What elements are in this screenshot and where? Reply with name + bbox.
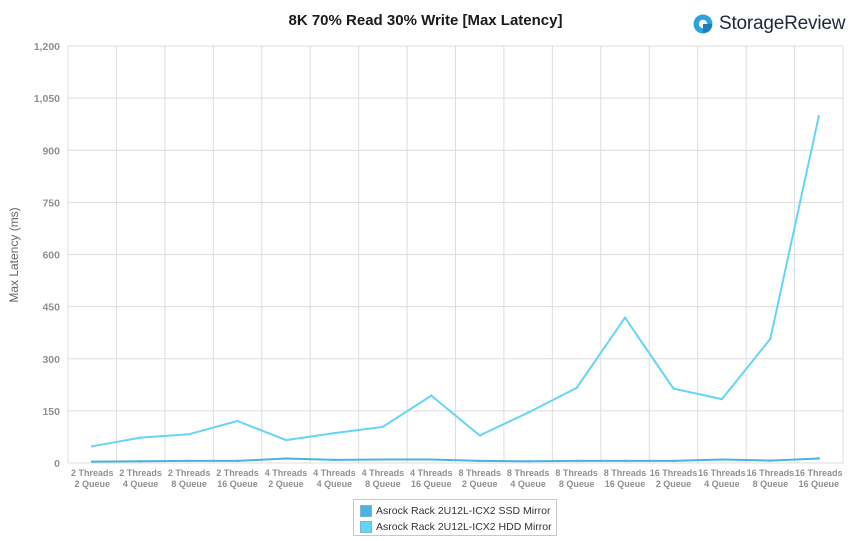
x-tick-label: 8 Threads 16 Queue <box>604 468 647 489</box>
x-tick-label: 4 Threads 4 Queue <box>313 468 356 489</box>
chart-title: 8K 70% Read 30% Write [Max Latency] <box>288 12 563 29</box>
data-point-ssd[interactable] <box>720 458 724 461</box>
latency-line-chart: 0 150 300 450 600 750 900 1,050 1,200 2 Threads 2… <box>7 41 844 489</box>
data-point-ssd[interactable] <box>478 459 481 463</box>
legend-label-hdd: Asrock Rack 2U12L-ICX2 HDD Mirror <box>376 521 552 533</box>
x-tick-label: 16 Threads 2 Queue <box>650 468 698 489</box>
x-tick-label: 8 Threads 2 Queue <box>458 468 501 489</box>
legend-item-ssd[interactable]: Asrock Rack 2U12L-ICX2 SSD Mirror <box>360 503 556 519</box>
data-point-ssd[interactable] <box>430 458 433 461</box>
y-axis-label: Max Latency (ms) <box>7 207 21 302</box>
data-point-ssd[interactable] <box>187 459 191 463</box>
data-point-hdd[interactable] <box>91 445 94 448</box>
data-point-hdd[interactable] <box>769 337 772 341</box>
legend-item-hdd[interactable]: Asrock Rack 2U12L-ICX2 HDD Mirror <box>360 519 556 535</box>
x-tick-label: 2 Threads 8 Queue <box>168 468 211 489</box>
series-line-hdd <box>92 115 820 448</box>
y-tick-label: 1,050 <box>34 93 60 105</box>
data-point-ssd[interactable] <box>333 458 336 462</box>
brand-name: StorageReview <box>719 13 846 34</box>
data-point-hdd[interactable] <box>430 394 433 397</box>
data-point-hdd[interactable] <box>672 387 675 390</box>
x-tick-label: 4 Threads 8 Queue <box>362 468 405 489</box>
x-tick-label: 8 Threads 4 Queue <box>507 468 550 489</box>
data-point-hdd[interactable] <box>187 432 191 436</box>
data-point-ssd[interactable] <box>139 460 142 463</box>
x-tick-label: 16 Threads 8 Queue <box>747 468 795 489</box>
data-point-hdd[interactable] <box>139 436 142 439</box>
data-point-hdd[interactable] <box>575 386 578 390</box>
data-point-ssd[interactable] <box>381 458 385 461</box>
y-tick-label: 450 <box>42 302 60 314</box>
chart-legend: Asrock Rack 2U12L-ICX2 SSD Mirror Asrock… <box>353 499 557 536</box>
data-point-hdd[interactable] <box>526 411 530 414</box>
data-point-hdd[interactable] <box>623 316 627 319</box>
series-line-ssd <box>92 457 819 463</box>
x-tick-label: 16 Threads 4 Queue <box>698 468 746 489</box>
data-point-ssd[interactable] <box>91 460 94 463</box>
x-tick-label: 2 Threads 2 Queue <box>71 468 114 489</box>
data-point-ssd[interactable] <box>817 457 820 460</box>
y-tick-label: 150 <box>42 406 60 418</box>
legend-swatch-ssd <box>360 505 372 517</box>
x-tick-label: 4 Threads 16 Queue <box>410 468 453 489</box>
legend-swatch-hdd <box>360 521 372 533</box>
horizontal-gridlines <box>68 45 843 464</box>
data-point-hdd[interactable] <box>284 438 288 442</box>
data-point-ssd[interactable] <box>672 459 675 463</box>
data-point-ssd[interactable] <box>526 460 530 463</box>
data-point-ssd[interactable] <box>769 459 772 462</box>
x-tick-label: 16 Threads 16 Queue <box>795 468 843 489</box>
data-point-hdd[interactable] <box>236 419 239 423</box>
x-tick-label: 8 Threads 8 Queue <box>555 468 598 489</box>
data-point-ssd[interactable] <box>623 459 627 463</box>
legend-label-ssd: Asrock Rack 2U12L-ICX2 SSD Mirror <box>376 505 551 517</box>
y-tick-label: 300 <box>42 354 60 366</box>
data-point-hdd[interactable] <box>381 425 385 429</box>
x-tick-label: 2 Threads 4 Queue <box>119 468 162 489</box>
data-point-hdd[interactable] <box>817 114 820 118</box>
data-point-ssd[interactable] <box>284 457 288 460</box>
y-tick-label: 0 <box>54 458 60 470</box>
y-tick-label: 600 <box>42 250 60 262</box>
data-point-ssd[interactable] <box>575 459 578 463</box>
x-tick-label: 4 Threads 2 Queue <box>265 468 308 489</box>
series-lines <box>91 114 820 463</box>
brand-logo: StorageReview <box>693 12 845 36</box>
data-point-hdd[interactable] <box>333 431 336 435</box>
y-tick-label: 1,200 <box>34 41 60 53</box>
y-tick-label: 900 <box>42 145 60 157</box>
storagereview-logo-icon <box>693 14 713 34</box>
y-tick-label: 750 <box>42 197 60 209</box>
x-tick-label: 2 Threads 16 Queue <box>216 468 259 489</box>
data-point-hdd[interactable] <box>720 397 724 401</box>
data-point-ssd[interactable] <box>236 459 239 463</box>
data-point-hdd[interactable] <box>478 434 481 437</box>
y-axis-tick-labels: 0 150 300 450 600 750 900 1,050 1,200 <box>34 41 60 470</box>
